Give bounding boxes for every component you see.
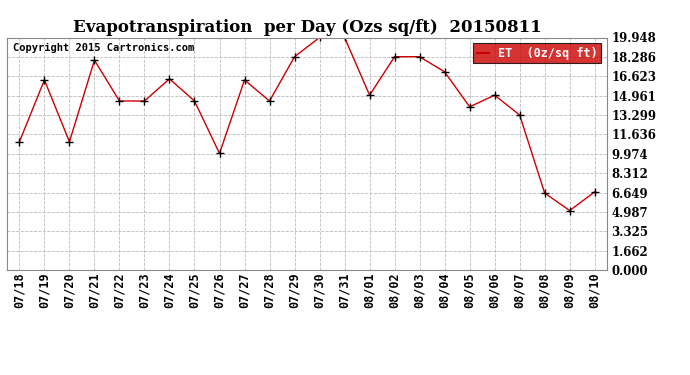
Legend: ET  (0z/sq ft): ET (0z/sq ft) [473, 44, 601, 63]
Text: Copyright 2015 Cartronics.com: Copyright 2015 Cartronics.com [13, 44, 194, 53]
Title: Evapotranspiration  per Day (Ozs sq/ft)  20150811: Evapotranspiration per Day (Ozs sq/ft) 2… [72, 19, 542, 36]
